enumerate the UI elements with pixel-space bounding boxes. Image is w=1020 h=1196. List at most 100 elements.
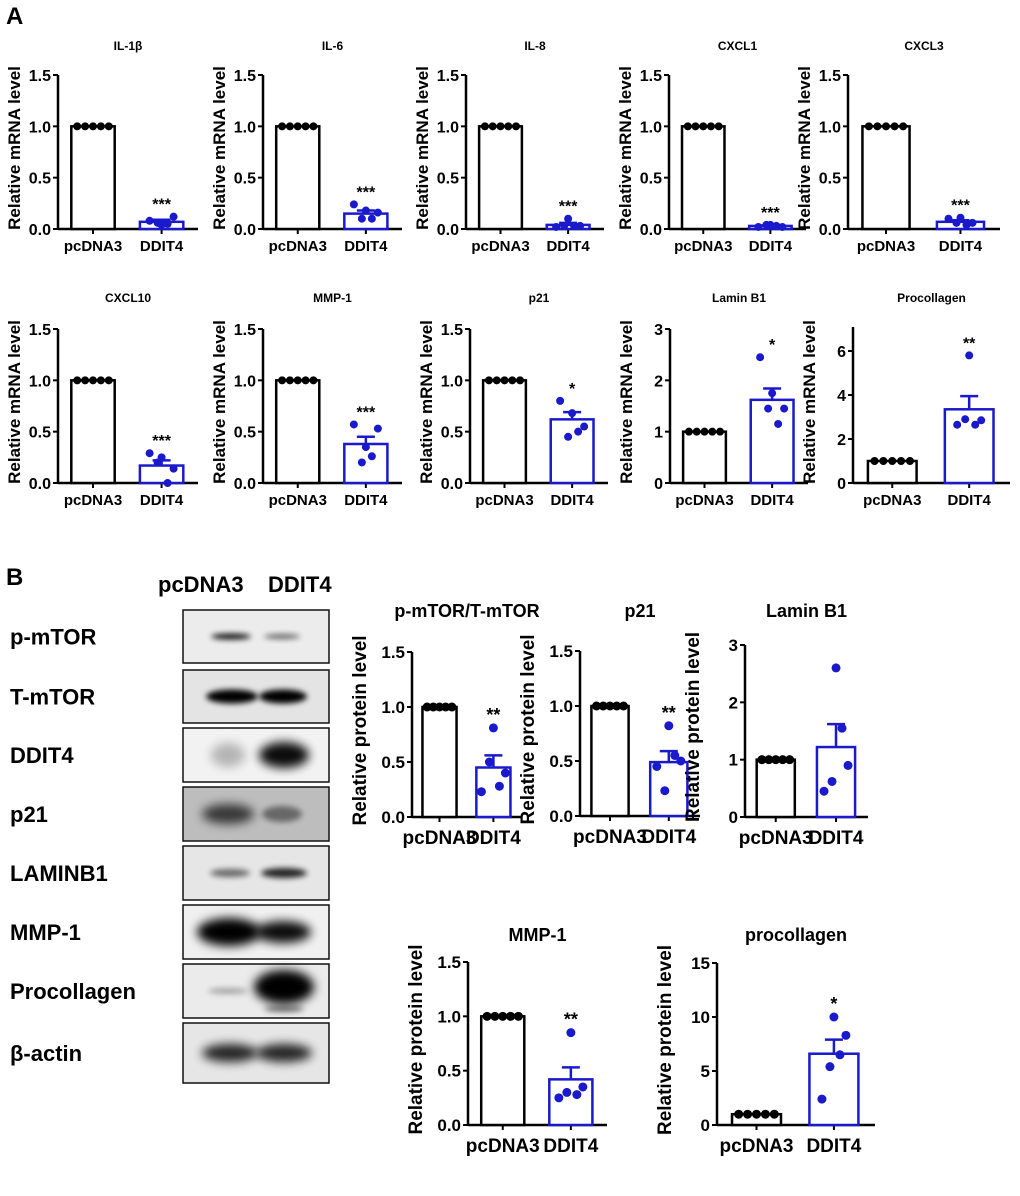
data-point [574,427,583,436]
data-point [591,701,601,711]
data-point [977,416,986,425]
data-point [819,786,829,796]
x-tick-label: DDIT4 [466,828,521,849]
data-point [293,376,302,385]
y-tick-label: 0.5 [381,753,405,772]
data-point [357,214,366,223]
data-point [829,1012,839,1022]
data-point [512,122,521,131]
y-tick-label: 0.5 [29,425,51,442]
chart-mmp-1: MMP-1 Relative mRNA level 0.0 0.5 1.0 1.5 pcDN… [210,291,402,509]
y-tick-label: 10 [691,1008,710,1027]
y-tick-label: 1.5 [819,68,841,85]
data-point [664,721,674,731]
y-axis-label: Relative mRNA level [417,320,436,484]
blot-strip [182,609,330,664]
y-axis-label: Relative protein level [406,944,427,1134]
data-point [293,122,302,131]
bar-pcdna3 [681,430,728,485]
x-tick-label: DDIT4 [344,238,388,255]
data-point [598,701,608,711]
data-point [692,427,701,436]
data-point [428,702,438,712]
significance-marker: ** [564,1010,578,1030]
chart-title: IL-1β [114,39,143,53]
data-point [817,1094,827,1104]
x-tick-label: DDIT4 [140,238,184,255]
y-tick-label: 0 [701,1116,710,1135]
data-point [89,122,97,131]
data-point [835,1050,845,1060]
significance-marker: *** [357,184,376,201]
data-point [349,200,358,209]
y-tick-label: 1.5 [29,322,51,339]
chart-title: IL-8 [524,39,546,53]
data-point [837,723,847,733]
x-tick-label: pcDNA3 [863,492,921,509]
data-point [513,1011,523,1021]
data-point [496,122,505,131]
data-point [367,452,376,461]
y-tick-label: 0.5 [819,171,841,188]
chart-lamin-b1: Lamin B1 Relative mRNA level 0 1 2 3 pcDNA3 DDI… [617,291,808,509]
data-point [768,389,777,398]
x-tick-label: DDIT4 [809,828,864,849]
data-point [516,376,525,385]
data-point [691,122,700,131]
chart-lamin-b1: Lamin B1 Relative protein level 0 1 2 3 pcDNA3… [683,601,868,849]
chart-p21: p21 Relative mRNA level 0.0 0.5 1.0 1.5 pcDNA3… [417,291,608,509]
x-tick-label: pcDNA3 [64,238,122,255]
y-tick-label: 1.0 [437,1007,461,1026]
data-point [560,221,569,230]
data-point [504,122,513,131]
data-point [492,376,501,385]
blot-band [202,804,254,824]
data-point [73,376,82,385]
blot-row-label: p-mTOR [10,625,96,650]
bar-pcdna3 [274,125,321,231]
blot-strip [182,845,330,901]
significance-marker: *** [761,205,780,222]
data-point [956,213,965,222]
y-tick-label: 0.0 [819,222,841,239]
bar-ddit4 [935,220,986,231]
y-tick-label: 0.0 [234,476,256,493]
western-blot: pcDNA3 DDIT4 p-mTOR T-mTOR DDIT4 p21 LAMINB1 MM… [10,572,332,1084]
data-point [163,219,172,228]
data-point [104,376,113,385]
data-point [169,212,178,221]
y-tick-label: 1.0 [29,119,51,136]
y-tick-label: 1.0 [437,119,459,136]
bar-ddit4 [343,212,389,231]
data-point [506,1011,516,1021]
data-point [882,122,890,131]
chart-title: CXCL1 [718,39,758,53]
data-point [778,222,787,231]
chart-title: CXCL3 [904,39,944,53]
chart-title: CXCL10 [105,291,151,305]
data-point [774,419,783,428]
y-axis-label: Relative mRNA level [210,66,229,230]
data-point [476,787,486,797]
bar-pcdna3 [477,125,524,231]
x-tick-label: pcDNA3 [471,238,529,255]
data-point [961,415,970,424]
data-point [660,786,670,796]
data-point [482,1011,492,1021]
data-point [309,376,318,385]
data-point [301,122,310,131]
y-tick-label: 1.5 [29,68,51,85]
data-point [500,768,510,778]
data-point [278,122,287,131]
data-point [500,376,509,385]
x-tick-label: DDIT4 [939,238,983,255]
x-tick-label: DDIT4 [750,492,794,509]
bar-pcdna3 [861,125,911,231]
chart-title: p21 [529,291,550,305]
data-point [864,122,873,131]
y-axis-label: Relative protein level [655,945,676,1135]
x-tick-label: pcDNA3 [269,238,327,255]
y-axis-label: Relative mRNA level [617,320,636,484]
y-axis-label: Relative mRNA level [800,320,819,484]
x-tick-label: pcDNA3 [857,238,915,255]
